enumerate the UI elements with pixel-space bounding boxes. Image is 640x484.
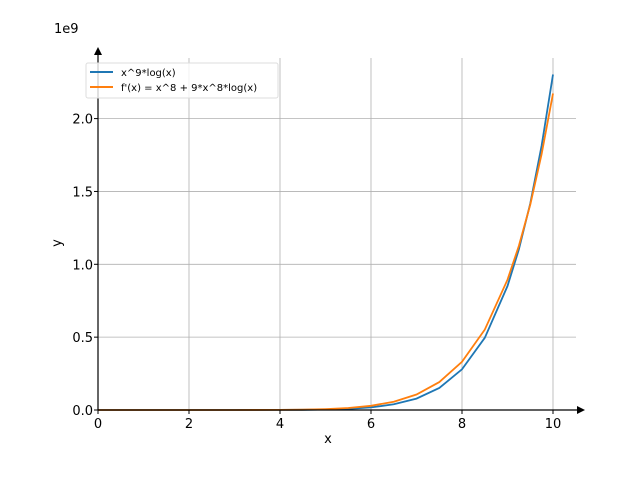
axes <box>94 47 585 414</box>
y-tick-label: 2.0 <box>72 113 93 128</box>
ticks: 0 2 4 6 8 10 0.0 0.5 1.0 1.5 2.0 <box>72 113 561 432</box>
x-tick-label: 8 <box>458 417 466 432</box>
y-axis-label: y <box>50 239 65 247</box>
x-tick-label: 4 <box>276 417 284 432</box>
legend-box <box>85 62 279 99</box>
x-tick-label: 2 <box>185 417 193 432</box>
y-offset-label: 1e9 <box>54 22 79 37</box>
legend-label-0: x^9*log(x) <box>121 68 176 79</box>
grid <box>98 58 576 410</box>
y-tick-label: 1.0 <box>72 258 93 273</box>
x-axis-label: x <box>324 432 332 447</box>
y-tick-label: 1.5 <box>72 185 93 200</box>
y-axis-arrow-icon <box>94 47 102 55</box>
series-lines <box>98 74 554 411</box>
x-tick-label: 0 <box>94 417 102 432</box>
legend: x^9*log(x) f'(x) = x^8 + 9*x^8*log(x) <box>85 62 279 99</box>
y-tick-label: 0.5 <box>72 331 93 346</box>
y-tick-label: 0.0 <box>72 404 93 419</box>
series-line-1 <box>98 93 554 411</box>
x-tick-label: 6 <box>367 417 375 432</box>
x-axis-arrow-icon <box>577 406 585 414</box>
x-tick-label: 10 <box>545 417 562 432</box>
legend-label-1: f'(x) = x^8 + 9*x^8*log(x) <box>121 83 257 94</box>
series-line-0 <box>98 74 554 411</box>
